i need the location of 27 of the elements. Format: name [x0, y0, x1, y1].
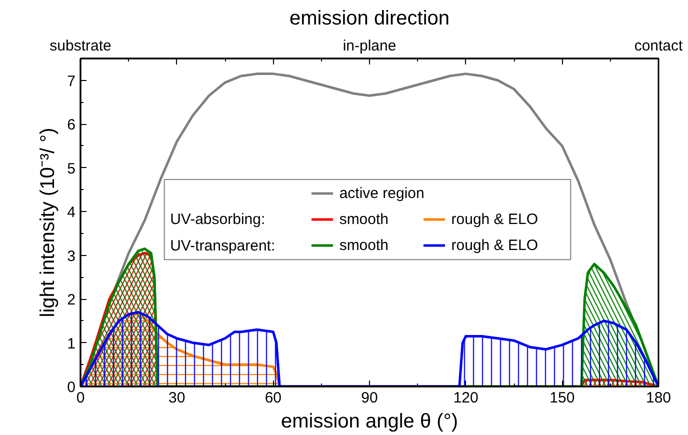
text: substrate — [50, 38, 112, 54]
y-tick-label: 5 — [67, 160, 76, 178]
x-tick-label: 60 — [264, 390, 282, 406]
y-tick-label: 4 — [67, 204, 76, 222]
x-tick-label: 90 — [361, 390, 378, 406]
text: in-plane — [342, 38, 396, 54]
y-tick-label: 3 — [67, 248, 76, 265]
x-tick-label: 30 — [168, 390, 186, 406]
x-tick-label: 180 — [646, 390, 672, 406]
y-tick-label: 7 — [67, 72, 76, 90]
y-tick-label: 1 — [67, 335, 76, 352]
y-axis-title: light intensity (10⁻³/ °) — [37, 128, 60, 318]
x-axis-title: emission angle θ (°) — [281, 410, 458, 432]
text: contact — [634, 38, 684, 54]
legend-label: active region — [339, 184, 424, 204]
x-tick-label: 120 — [453, 390, 478, 406]
y-tick-label: 2 — [67, 292, 76, 309]
legend-label: rough & ELO — [451, 236, 538, 256]
x-tick-label: 150 — [550, 390, 575, 406]
legend-label: smooth — [339, 236, 390, 256]
y-tick-label: 0 — [67, 379, 76, 396]
y-tick-label: 6 — [67, 116, 76, 134]
annotation: UV-transparent: — [170, 237, 276, 254]
chart-title: emission direction — [289, 8, 450, 30]
annotation: UV-absorbing: — [170, 211, 266, 228]
legend-label: smooth — [339, 210, 390, 230]
legend-label: rough & ELO — [451, 210, 538, 230]
